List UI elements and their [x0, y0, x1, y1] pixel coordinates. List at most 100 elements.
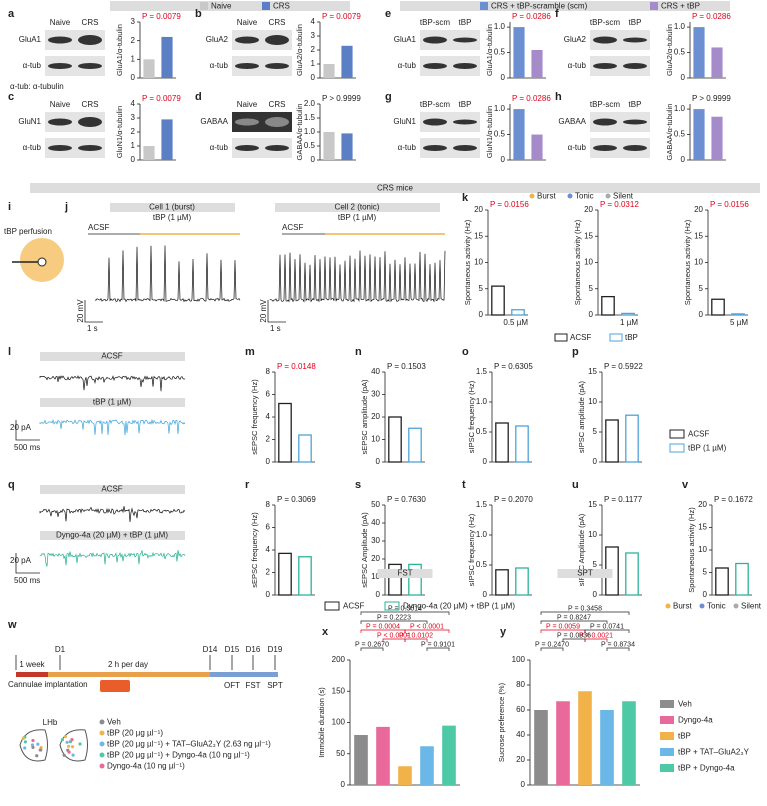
band	[40, 531, 185, 540]
label: Dyngo-4a	[678, 716, 713, 725]
y-tick-label: 100	[332, 718, 346, 727]
label: CRS	[82, 18, 99, 27]
y-axis-label: Immobile duration (s)	[317, 687, 326, 758]
blot-band	[48, 145, 72, 151]
panel-letter: w	[7, 619, 17, 631]
bracket	[360, 611, 450, 615]
scale-label: 20 mV	[76, 299, 85, 323]
panel-letter: m	[245, 346, 255, 358]
bar	[442, 725, 456, 785]
label: Dyngo-4a (20 µM) + tBP (1 µM)	[403, 602, 515, 611]
brain-dot	[63, 735, 67, 739]
bar	[511, 309, 525, 316]
y-tick-label: 0	[681, 155, 686, 164]
trace	[39, 549, 186, 567]
y-tick-label: 0.5	[304, 141, 316, 150]
y-tick-label: 0	[376, 590, 381, 599]
bar	[731, 313, 745, 316]
legend-dot	[665, 603, 671, 609]
y-tick-label: 80	[516, 680, 525, 689]
blot	[232, 138, 292, 158]
brain-dot	[31, 745, 35, 750]
panel-letter: a	[8, 8, 15, 20]
y-axis-label: Spontaneous activity (Hz)	[463, 219, 472, 305]
blot-band	[593, 63, 617, 69]
label: Naive	[211, 2, 232, 11]
bar	[376, 726, 390, 785]
label: GABAA	[558, 117, 586, 126]
comparison: P = 0.0059	[546, 623, 580, 630]
y-tick-label: 0	[521, 780, 526, 789]
timeline	[210, 672, 278, 677]
label: tBP-scm	[420, 18, 451, 27]
legend-swatch	[669, 429, 685, 439]
y-tick-label: 10	[694, 258, 703, 267]
label: ACSF	[101, 352, 122, 361]
brain-dot	[31, 738, 35, 743]
blot-band	[78, 117, 102, 127]
legend-dot	[529, 193, 535, 199]
legend-dot	[99, 719, 105, 725]
label: α-tub	[23, 143, 42, 152]
bar	[323, 64, 335, 78]
bar	[388, 416, 402, 463]
label: α-tub	[210, 61, 229, 70]
blot-band	[593, 36, 617, 44]
label: 1 week	[19, 660, 45, 669]
label: D19	[268, 645, 283, 654]
y-axis-label: Sucrose preference (%)	[497, 682, 506, 762]
p-value: P = 0.5922	[604, 362, 643, 371]
panel-letter: o	[462, 346, 469, 358]
band	[377, 569, 433, 578]
bar	[161, 119, 173, 160]
scale-bar	[15, 420, 40, 441]
legend-dot	[567, 193, 573, 199]
blot-band	[623, 63, 647, 69]
legend-swatch	[660, 716, 674, 724]
y-tick-label: 1.0	[494, 22, 506, 31]
label: Tonic	[575, 192, 594, 201]
blot	[420, 112, 480, 132]
y-tick-label: 15	[694, 231, 703, 240]
y-tick-label: 1.0	[476, 397, 488, 406]
brain-dot	[67, 750, 71, 754]
brain-dot	[21, 736, 25, 740]
y-axis-label: GluA2/α-tubulin	[295, 24, 304, 76]
label: CRS	[82, 100, 99, 109]
label: Burst	[537, 192, 556, 201]
label: Dyngo-4a (10 ng µl⁻¹)	[107, 762, 185, 771]
bracket	[360, 620, 428, 624]
brain-dot	[36, 742, 40, 746]
panel-letter: g	[385, 91, 392, 103]
y-tick-label: 1.0	[476, 530, 488, 539]
p-value: P = 0.2070	[494, 495, 533, 504]
label: GluA1	[19, 35, 42, 44]
brain-dot	[71, 753, 75, 757]
bar	[388, 563, 402, 596]
blot	[232, 56, 292, 76]
label: 20 pA	[10, 423, 32, 432]
label: tBP-scm	[420, 100, 451, 109]
p-value: P = 0.7630	[387, 495, 426, 504]
y-tick-label: 8	[266, 367, 271, 376]
x-label: 1 µM	[620, 318, 638, 327]
bar	[341, 133, 353, 160]
brain	[19, 729, 88, 762]
panel-letter: d	[195, 91, 202, 103]
y-tick-label: 0.5	[494, 48, 506, 57]
bar	[531, 134, 543, 160]
y-tick-label: 4	[131, 99, 136, 108]
y-tick-label: 40	[371, 518, 380, 527]
y-tick-label: 10	[371, 572, 380, 581]
bracket	[606, 647, 630, 651]
label: tBP (20 µg µl⁻¹) + TAT–GluA2₃Y (2.63 ng …	[107, 740, 271, 749]
label: CRS	[273, 2, 290, 11]
label: tBP (1 µM)	[153, 213, 192, 222]
bar	[534, 710, 548, 785]
y-tick-label: 0	[376, 457, 381, 466]
y-tick-label: 1	[311, 59, 316, 68]
y-axis-label: sEPSC frequency (Hz)	[250, 512, 259, 588]
label: α-tub	[568, 143, 587, 152]
comparison: P = 0.0102	[399, 632, 433, 639]
blot-band	[235, 118, 259, 126]
